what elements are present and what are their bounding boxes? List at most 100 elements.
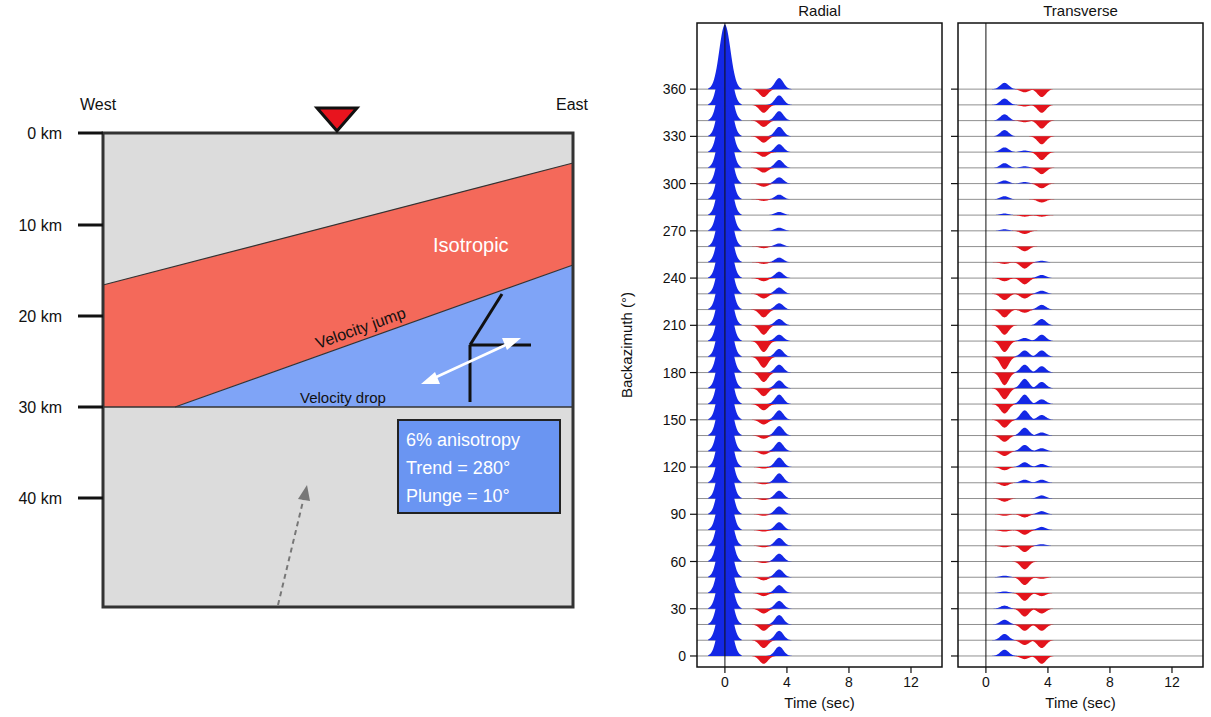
pulse <box>1012 395 1037 404</box>
x-axis-title: Time (sec) <box>1045 694 1115 711</box>
pulse <box>992 650 1017 656</box>
boundary-label: Velocity jump <box>313 304 408 352</box>
y-tick <box>690 183 697 184</box>
pulse <box>767 195 792 200</box>
boundary <box>175 265 573 407</box>
pulse <box>1012 247 1037 252</box>
pulse <box>1029 577 1054 579</box>
pulse <box>751 624 776 630</box>
pulse <box>1029 415 1054 420</box>
pulse <box>751 152 776 157</box>
boundary-label: Velocity drop <box>300 389 386 406</box>
pulse <box>1012 462 1037 467</box>
pulse <box>1029 275 1054 278</box>
frame <box>103 133 573 607</box>
x-tick <box>910 667 911 673</box>
pulse <box>1012 428 1037 436</box>
pulse <box>767 615 792 624</box>
pulse <box>767 506 792 514</box>
pulse <box>1029 121 1054 129</box>
pulse <box>751 341 776 352</box>
pulse <box>751 499 776 501</box>
pulse <box>767 410 792 419</box>
pulse <box>767 585 792 593</box>
pulse <box>992 591 1017 593</box>
pulse <box>767 144 792 152</box>
pulse <box>767 212 792 215</box>
pulse <box>1029 351 1054 357</box>
pulse <box>1029 448 1054 451</box>
y-tick-label: 330 <box>663 128 687 144</box>
pulse <box>992 180 1017 183</box>
pulse <box>1012 365 1037 373</box>
depth-label: 40 km <box>18 490 62 507</box>
pulse <box>751 199 776 201</box>
pulse <box>767 647 792 656</box>
pulse <box>751 546 776 548</box>
pulse <box>751 562 776 564</box>
pulse <box>767 601 792 609</box>
pulse <box>992 310 1017 318</box>
pulse <box>1029 89 1054 97</box>
pulse <box>992 341 1017 352</box>
axis-symbol <box>470 294 502 345</box>
axis-symbol <box>469 345 472 402</box>
pulse <box>767 426 792 435</box>
pulse <box>1029 480 1054 483</box>
pulse <box>751 184 776 187</box>
depth-tick <box>78 315 103 318</box>
pulse <box>751 373 776 382</box>
pulse <box>992 278 1017 281</box>
depth-label: 10 km <box>18 217 62 234</box>
pulse <box>992 499 1017 502</box>
ray-head <box>298 485 310 501</box>
pulse <box>751 262 776 264</box>
pulse <box>1012 593 1037 601</box>
y-tick <box>690 372 697 373</box>
pulse <box>767 395 792 404</box>
pulse <box>751 609 776 614</box>
y-tick <box>690 655 697 656</box>
pulse <box>751 388 776 396</box>
depth-tick <box>78 132 103 135</box>
pulse <box>992 214 1017 216</box>
depth-label: 30 km <box>18 399 62 416</box>
y-tick <box>951 89 958 90</box>
pulse <box>1029 382 1054 388</box>
x-tick-label: 0 <box>982 674 990 690</box>
pulse <box>1029 464 1054 467</box>
pulse <box>1029 261 1054 263</box>
y-tick-label: 360 <box>663 81 687 97</box>
pulse <box>751 325 776 334</box>
y-tick <box>690 325 697 326</box>
pulse <box>992 99 1017 105</box>
y-tick <box>951 325 958 326</box>
y-tick-label: 120 <box>663 459 687 475</box>
pulse <box>767 442 792 451</box>
pulse <box>992 561 1017 562</box>
pulse <box>992 163 1017 168</box>
boundary <box>103 406 573 408</box>
pulse <box>1012 262 1037 268</box>
y-tick <box>690 230 697 231</box>
pulse <box>767 554 792 562</box>
pulse <box>767 228 792 231</box>
pulse <box>1029 152 1054 160</box>
direction-label: East <box>556 96 589 113</box>
pulse <box>767 538 792 546</box>
pulse <box>1029 335 1054 341</box>
station <box>317 108 357 131</box>
pulse <box>1012 215 1037 217</box>
pulse <box>751 404 776 410</box>
y-tick <box>690 277 697 278</box>
fast-axis-head <box>502 338 521 350</box>
pulse <box>1012 231 1037 234</box>
pulse <box>1029 305 1054 310</box>
x-tick-label: 8 <box>1106 674 1114 690</box>
pulse <box>1029 291 1054 294</box>
pulse <box>767 111 792 120</box>
ray <box>278 497 304 605</box>
y-tick <box>690 608 697 609</box>
pulse <box>1029 184 1054 189</box>
depth-label: 20 km <box>18 308 62 325</box>
